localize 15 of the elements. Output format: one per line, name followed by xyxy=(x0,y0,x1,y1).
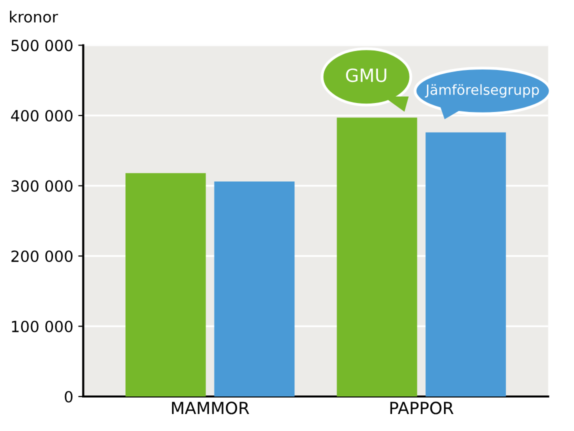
bar xyxy=(336,118,418,397)
x-tick-label: MAMMOR xyxy=(172,402,250,414)
bar xyxy=(426,132,506,397)
bar xyxy=(214,182,295,397)
y-tick-label: 500 000 xyxy=(12,40,72,52)
x-tick-label: PAPPOR xyxy=(390,402,454,414)
bar xyxy=(125,173,206,397)
text: Jämförelsegrupp xyxy=(424,84,539,98)
y-tick-label: 200 000 xyxy=(11,250,72,262)
y-axis-title: kronor xyxy=(10,10,58,23)
y-tick-label: 100 000 xyxy=(12,320,72,332)
series-label: GMU xyxy=(346,68,386,82)
y-tick-label: 0 xyxy=(64,390,72,403)
y-tick-label: 300 000 xyxy=(11,180,72,192)
y-tick-label: 400 000 xyxy=(11,110,72,122)
